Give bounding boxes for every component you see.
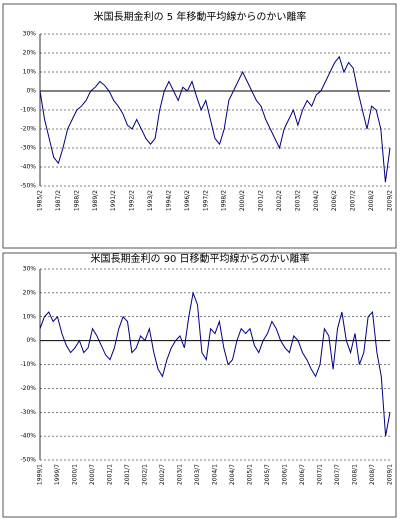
y-tick-label: 30% — [23, 266, 37, 273]
x-tick-label: 1988/2 — [73, 190, 80, 211]
y-tick-label: 20% — [23, 289, 37, 296]
y-tick-label: 10% — [23, 313, 37, 320]
y-tick-label: -10% — [20, 361, 36, 368]
data-line — [39, 291, 391, 437]
chart-title: 米国長期金利の 5 年移動平均線からのかい離率 — [94, 10, 307, 23]
x-tick-label: 2004/7 — [229, 464, 236, 485]
x-tick-label: 2006/2 — [331, 190, 338, 211]
x-tick-label: 2006/1 — [282, 464, 289, 485]
chart-title: 米国長期金利の 90 日移動平均線からのかい離率 — [90, 252, 309, 265]
y-tick-label: 20% — [23, 50, 37, 57]
x-tick-label: 2002/7 — [159, 464, 166, 485]
y-tick-label: 10% — [23, 69, 37, 76]
x-tick-label: 1992/2 — [129, 190, 136, 211]
x-tick-label: 1998/2 — [221, 190, 228, 211]
x-tick-label: 2001/7 — [124, 464, 131, 485]
y-tick-label: -10% — [20, 107, 36, 114]
y-tick-label: -20% — [20, 385, 36, 392]
x-tick-label: 2000/2 — [239, 190, 246, 211]
chart-frame — [2, 252, 397, 518]
y-tick-label: -50% — [20, 457, 36, 464]
x-tick-label: 2008/7 — [369, 464, 376, 485]
x-tick-label: 2005/1 — [247, 464, 254, 485]
x-tick-label: 2007/7 — [334, 464, 341, 485]
y-tick-label: -40% — [20, 433, 36, 440]
y-tick-label: 30% — [23, 31, 37, 38]
x-tick-label: 1999/1 — [37, 464, 44, 485]
x-tick-label: 2005/7 — [264, 464, 271, 485]
x-tick-label: 1997/2 — [202, 190, 209, 211]
x-tick-label: 2002/1 — [142, 464, 149, 485]
x-tick-label: 1993/2 — [147, 190, 154, 211]
x-tick-label: 1989/2 — [92, 190, 99, 211]
x-tick-label: 2004/2 — [313, 190, 320, 211]
x-tick-label: 1987/2 — [55, 190, 62, 211]
y-tick-label: 0% — [26, 337, 36, 344]
x-tick-label: 1996/2 — [184, 190, 191, 211]
x-tick-label: 2000/7 — [89, 464, 96, 485]
x-tick-label: 2003/7 — [194, 464, 201, 485]
x-tick-label: 2006/7 — [299, 464, 306, 485]
y-tick-label: 0% — [26, 88, 36, 95]
x-tick-label: 2008/1 — [352, 464, 359, 485]
x-tick-label: 1999/7 — [54, 464, 61, 485]
x-tick-label: 2000/1 — [72, 464, 79, 485]
x-tick-label: 2001/2 — [258, 190, 265, 211]
y-tick-label: -50% — [20, 183, 36, 190]
x-tick-label: 2002/2 — [276, 190, 283, 211]
x-tick-label: 2009/2 — [387, 190, 394, 211]
data-line — [39, 55, 391, 183]
x-tick-label: 1985/2 — [37, 190, 44, 211]
x-tick-label: 2008/2 — [368, 190, 375, 211]
x-tick-label: 2003/2 — [294, 190, 301, 211]
y-tick-label: -30% — [20, 145, 36, 152]
x-tick-label: 2007/1 — [317, 464, 324, 485]
y-tick-label: -20% — [20, 126, 36, 133]
x-tick-label: 2009/1 — [387, 464, 394, 485]
x-tick-label: 1991/2 — [110, 190, 117, 211]
x-tick-label: 2001/1 — [107, 464, 114, 485]
y-tick-label: -40% — [20, 164, 36, 171]
y-tick-label: -30% — [20, 409, 36, 416]
x-tick-label: 1994/2 — [165, 190, 172, 211]
x-tick-label: 2007/2 — [350, 190, 357, 211]
x-tick-label: 2004/1 — [212, 464, 219, 485]
x-tick-label: 2003/1 — [177, 464, 184, 485]
